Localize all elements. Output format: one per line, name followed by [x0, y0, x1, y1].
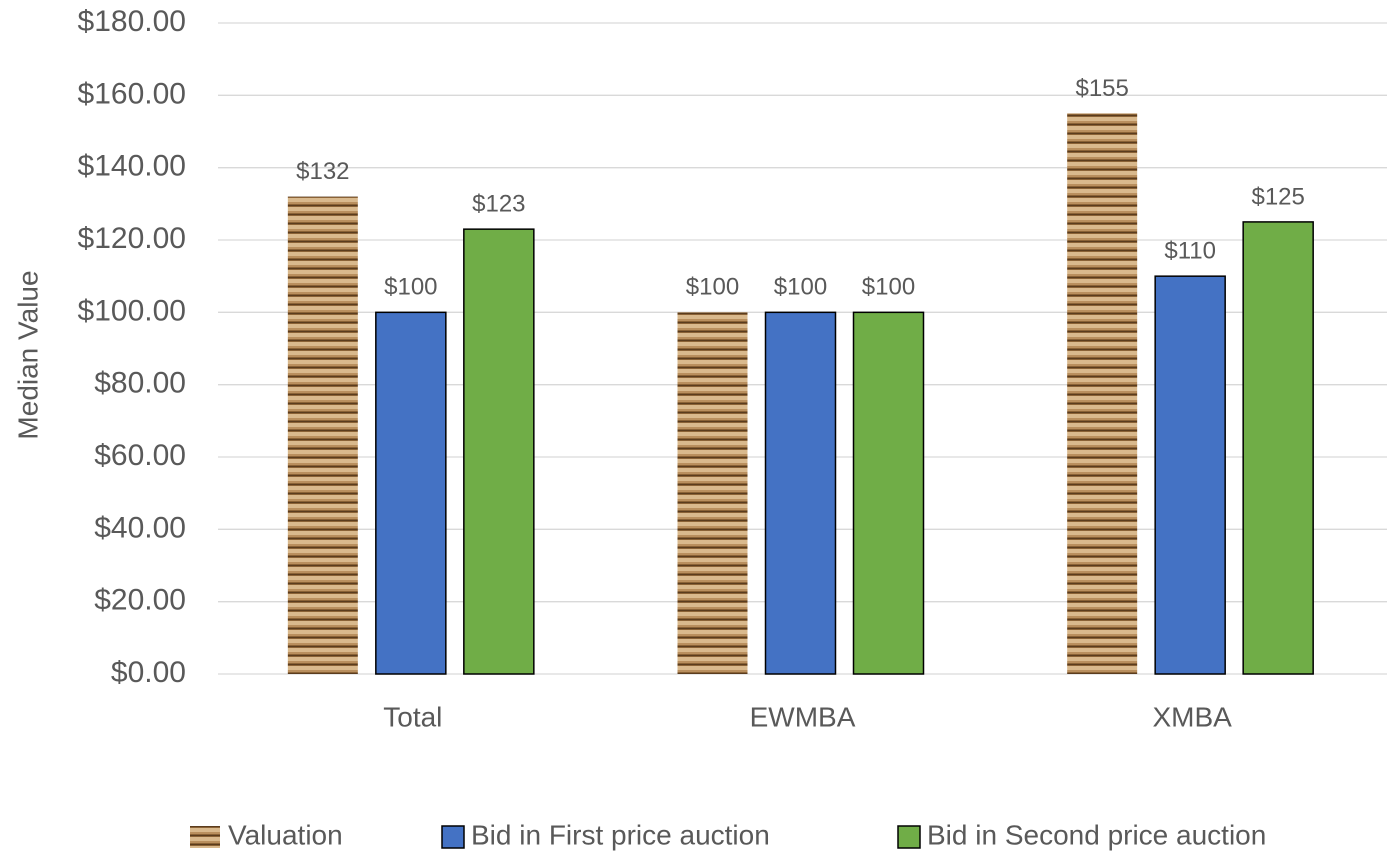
bar — [1067, 113, 1138, 674]
y-tick-label: $180.00 — [78, 5, 186, 38]
value-label: $132 — [296, 158, 349, 185]
y-tick-label: $160.00 — [78, 77, 186, 110]
bar — [1242, 221, 1314, 675]
value-label: $123 — [472, 190, 525, 217]
value-label: $100 — [862, 274, 915, 301]
y-tick-label: $100.00 — [78, 294, 186, 327]
legend-swatch — [190, 826, 220, 848]
y-tick-label: $120.00 — [78, 222, 186, 255]
legend-label: Bid in Second price auction — [927, 819, 1266, 850]
legend-swatch — [897, 825, 921, 849]
value-label: $125 — [1251, 183, 1304, 210]
value-label: $100 — [774, 274, 827, 301]
bar — [677, 312, 748, 674]
x-tick-label: Total — [383, 701, 442, 732]
value-label: $155 — [1075, 75, 1128, 102]
bar — [375, 311, 447, 675]
bar — [852, 311, 925, 675]
x-tick-label: EWMBA — [750, 701, 856, 732]
legend-label: Valuation — [228, 819, 343, 850]
y-tick-label: $60.00 — [94, 439, 186, 472]
bar — [764, 311, 837, 675]
x-tick-label: XMBA — [1152, 701, 1232, 732]
y-tick-label: $80.00 — [94, 367, 186, 400]
y-tick-label: $140.00 — [78, 150, 186, 183]
y-tick-label: $0.00 — [111, 656, 186, 689]
legend-swatch — [441, 825, 465, 849]
y-axis-title: Median Value — [12, 270, 43, 439]
value-label: $110 — [1164, 238, 1216, 265]
value-label: $100 — [686, 274, 739, 301]
value-label: $100 — [384, 274, 437, 301]
y-tick-label: $20.00 — [94, 584, 186, 617]
legend-label: Bid in First price auction — [471, 819, 770, 850]
bar — [1154, 275, 1226, 675]
bar — [463, 228, 535, 675]
bar — [287, 196, 358, 674]
y-tick-label: $40.00 — [94, 511, 186, 544]
